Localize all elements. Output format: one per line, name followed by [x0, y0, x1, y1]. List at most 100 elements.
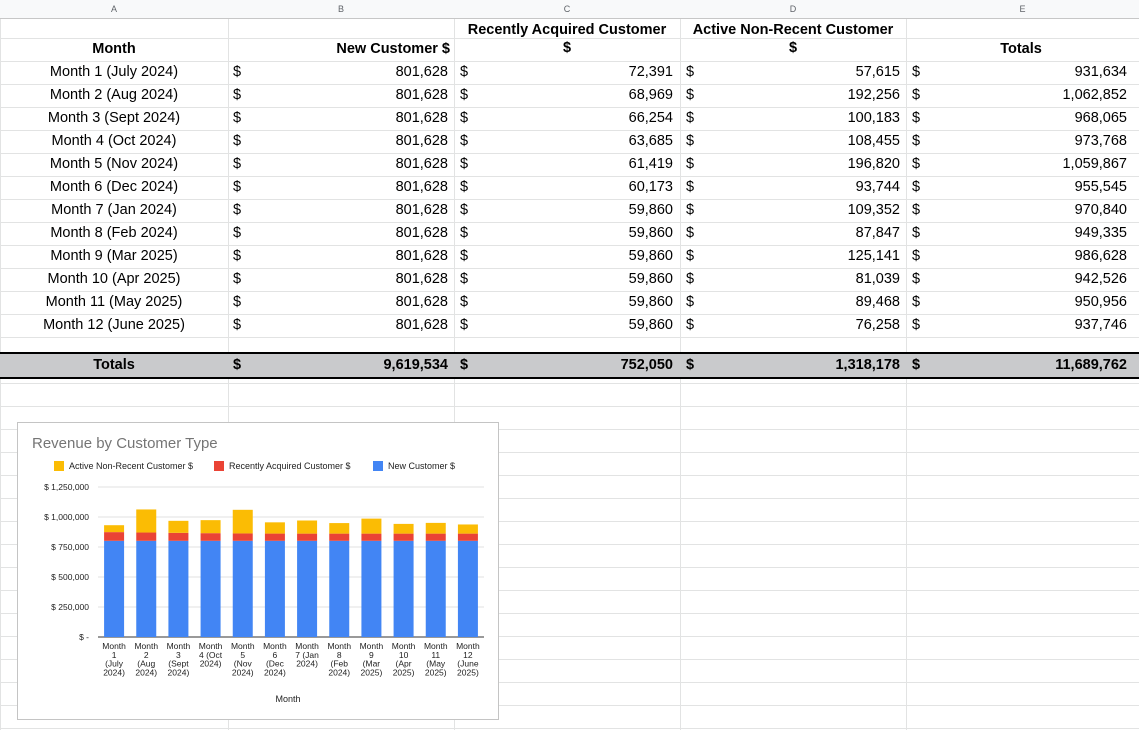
active-customer-cell[interactable]: 57,615	[855, 64, 900, 80]
row-total-cell[interactable]: 950,956	[1074, 294, 1127, 310]
header-new-customer[interactable]: New Customer $	[336, 41, 450, 57]
row-total-cell[interactable]: 931,634	[1074, 64, 1127, 80]
new-customer-cell[interactable]: 801,628	[395, 179, 448, 195]
row-total-cell[interactable]: 955,545	[1074, 179, 1127, 195]
row-total-cell[interactable]: 986,628	[1074, 248, 1127, 264]
bar-segment	[168, 540, 189, 637]
new-customer-cell[interactable]: 801,628	[395, 64, 448, 80]
row-total-cell[interactable]: 970,840	[1074, 202, 1127, 218]
new-customer-cell[interactable]: 801,628	[395, 248, 448, 264]
month-cell[interactable]: Month 9 (Mar 2025)	[50, 248, 178, 264]
totals-active[interactable]: 1,318,178	[835, 357, 900, 373]
recent-customer-cell[interactable]: 63,685	[628, 133, 673, 149]
active-customer-cell[interactable]: 196,820	[847, 156, 900, 172]
recent-customer-cell[interactable]: 68,969	[628, 87, 673, 103]
header-totals[interactable]: Totals	[1000, 41, 1042, 57]
bar-segment	[200, 540, 221, 637]
totals-label[interactable]: Totals	[93, 357, 135, 373]
new-customer-cell[interactable]: 801,628	[395, 156, 448, 172]
currency-sign: $	[460, 87, 469, 103]
active-customer-cell[interactable]: 93,744	[855, 179, 900, 195]
x-tick-label: Month 10 (Apr 2025)	[392, 641, 416, 677]
month-cell[interactable]: Month 4 (Oct 2024)	[51, 133, 177, 149]
month-cell[interactable]: Month 2 (Aug 2024)	[49, 87, 179, 103]
new-customer-cell[interactable]: 801,628	[395, 110, 448, 126]
currency-sign: $	[460, 202, 469, 218]
column-header-c[interactable]: C	[563, 4, 571, 14]
active-customer-cell[interactable]: 87,847	[855, 225, 900, 241]
x-tick-label-line: (Aug	[137, 659, 155, 669]
bar-segment	[393, 540, 414, 637]
new-customer-cell[interactable]: 801,628	[395, 87, 448, 103]
x-tick-label: Month 11 (May 2025)	[424, 641, 448, 677]
active-customer-cell[interactable]: 192,256	[847, 87, 900, 103]
new-customer-cell[interactable]: 801,628	[395, 271, 448, 287]
totals-new[interactable]: 9,619,534	[383, 357, 448, 373]
active-customer-cell[interactable]: 108,455	[847, 133, 900, 149]
recent-customer-cell[interactable]: 59,860	[628, 271, 673, 287]
row-total-cell[interactable]: 937,746	[1074, 317, 1127, 333]
recent-customer-cell[interactable]: 59,860	[628, 202, 673, 218]
y-tick-label: $ 500,000	[51, 572, 89, 582]
header-month[interactable]: Month	[92, 41, 136, 57]
header-recent-line1[interactable]: Recently Acquired Customer	[467, 22, 667, 38]
recent-customer-cell[interactable]: 66,254	[628, 110, 673, 126]
active-customer-cell[interactable]: 76,258	[855, 317, 900, 333]
currency-sign: $	[460, 248, 469, 264]
month-cell[interactable]: Month 6 (Dec 2024)	[49, 179, 179, 195]
legend-item-new: New Customer $	[373, 461, 455, 471]
legend-item-recent: Recently Acquired Customer $	[214, 461, 351, 471]
month-cell[interactable]: Month 10 (Apr 2025)	[47, 271, 181, 287]
active-customer-cell[interactable]: 125,141	[847, 248, 900, 264]
row-total-cell[interactable]: 1,059,867	[1062, 156, 1127, 172]
recent-customer-cell[interactable]: 59,860	[628, 225, 673, 241]
recent-customer-cell[interactable]: 72,391	[628, 64, 673, 80]
new-customer-cell[interactable]: 801,628	[395, 317, 448, 333]
new-customer-cell[interactable]: 801,628	[395, 202, 448, 218]
active-customer-cell[interactable]: 81,039	[855, 271, 900, 287]
header-active-line2[interactable]: $	[788, 40, 798, 56]
header-recent-line2[interactable]: $	[562, 40, 572, 56]
month-cell[interactable]: Month 3 (Sept 2024)	[47, 110, 181, 126]
active-customer-cell[interactable]: 109,352	[847, 202, 900, 218]
month-cell[interactable]: Month 11 (May 2025)	[45, 294, 183, 310]
month-cell[interactable]: Month 1 (July 2024)	[49, 64, 179, 80]
currency-sign: $	[686, 110, 695, 126]
legend-swatch	[373, 461, 383, 471]
new-customer-cell[interactable]: 801,628	[395, 294, 448, 310]
month-cell[interactable]: Month 8 (Feb 2024)	[50, 225, 178, 241]
x-tick-label-line: Month	[199, 641, 223, 651]
recent-customer-cell[interactable]: 61,419	[628, 156, 673, 172]
revenue-chart[interactable]: Revenue by Customer Type Active Non-Rece…	[17, 422, 499, 720]
month-cell[interactable]: Month 7 (Jan 2024)	[51, 202, 177, 218]
header-active-line1[interactable]: Active Non-Recent Customer	[692, 22, 894, 38]
active-customer-cell[interactable]: 89,468	[855, 294, 900, 310]
column-header-e[interactable]: E	[1019, 4, 1026, 14]
totals-recent[interactable]: 752,050	[620, 357, 673, 373]
bar-segment	[168, 520, 189, 533]
column-header-d[interactable]: D	[789, 4, 797, 14]
header-row-top: Recently Acquired Customer Active Non-Re…	[0, 19, 1139, 39]
row-total-cell[interactable]: 949,335	[1074, 225, 1127, 241]
month-cell[interactable]: Month 5 (Nov 2024)	[49, 156, 179, 172]
x-tick-label: Month 9 (Mar 2025)	[360, 641, 384, 677]
recent-customer-cell[interactable]: 59,860	[628, 248, 673, 264]
x-tick-label-line: (Feb	[331, 659, 349, 669]
row-total-cell[interactable]: 1,062,852	[1062, 87, 1127, 103]
recent-customer-cell[interactable]: 59,860	[628, 294, 673, 310]
bar-segment	[264, 522, 285, 534]
column-header-a[interactable]: A	[110, 4, 117, 14]
row-total-cell[interactable]: 968,065	[1074, 110, 1127, 126]
column-header-b[interactable]: B	[337, 4, 344, 14]
new-customer-cell[interactable]: 801,628	[395, 133, 448, 149]
x-tick-label: Month 1 (July 2024)	[102, 641, 126, 677]
recent-customer-cell[interactable]: 59,860	[628, 317, 673, 333]
month-cell[interactable]: Month 12 (June 2025)	[43, 317, 185, 333]
row-total-cell[interactable]: 942,526	[1074, 271, 1127, 287]
new-customer-cell[interactable]: 801,628	[395, 225, 448, 241]
totals-grand[interactable]: 11,689,762	[1055, 357, 1127, 373]
x-tick-label-line: 2024)	[103, 667, 125, 677]
row-total-cell[interactable]: 973,768	[1074, 133, 1127, 149]
active-customer-cell[interactable]: 100,183	[847, 110, 900, 126]
recent-customer-cell[interactable]: 60,173	[628, 179, 673, 195]
